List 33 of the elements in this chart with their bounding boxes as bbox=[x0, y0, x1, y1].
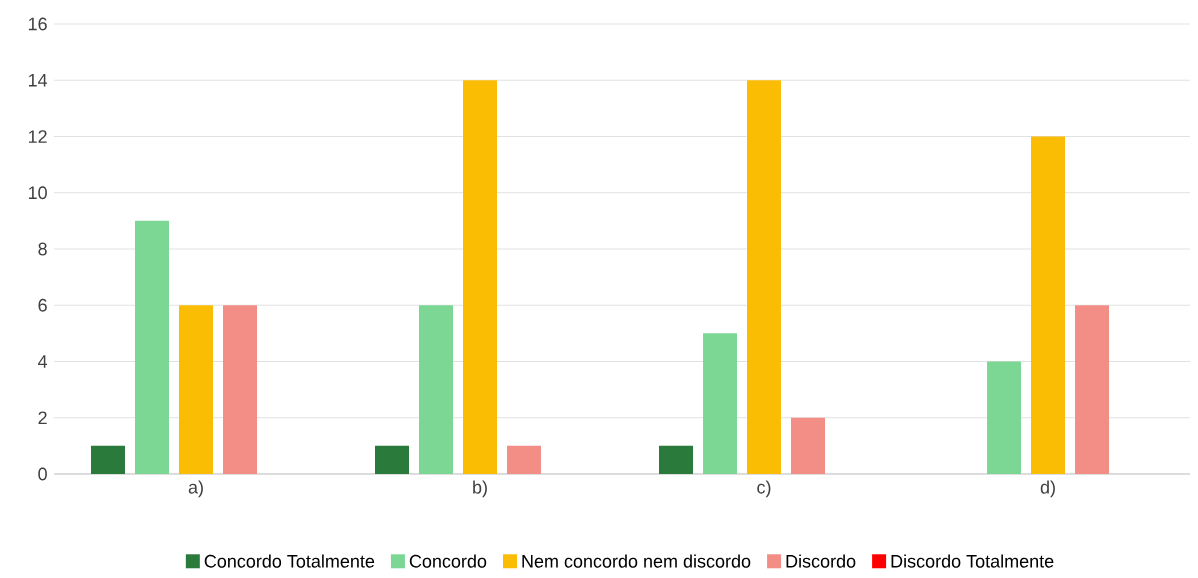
bar bbox=[659, 445, 694, 474]
legend-label: Concordo Totalmente bbox=[204, 554, 375, 568]
x-tick-label: a) bbox=[188, 480, 203, 498]
bar bbox=[419, 305, 454, 474]
legend-label: Nem concordo nem discordo bbox=[522, 554, 751, 568]
bar bbox=[987, 361, 1022, 474]
bar bbox=[135, 220, 170, 474]
x-tick-label: d) bbox=[1040, 480, 1055, 498]
y-tick-label: 0 bbox=[38, 467, 47, 481]
bar bbox=[791, 417, 826, 474]
bar bbox=[179, 305, 214, 474]
bar bbox=[703, 333, 738, 474]
y-tick-label: 12 bbox=[28, 130, 47, 143]
bar bbox=[223, 305, 258, 474]
bar bbox=[747, 80, 782, 474]
bar bbox=[463, 80, 498, 474]
y-tick-label: 2 bbox=[38, 411, 47, 424]
legend-label: Discordo Totalmente bbox=[891, 554, 1054, 568]
bar bbox=[91, 445, 126, 474]
y-tick-label: 14 bbox=[28, 73, 48, 87]
bar bbox=[1031, 136, 1066, 474]
legend-label: Discordo bbox=[786, 554, 856, 568]
bar bbox=[1075, 305, 1110, 474]
y-tick-label: 8 bbox=[38, 242, 47, 256]
y-tick-label: 10 bbox=[28, 186, 47, 200]
bar bbox=[375, 445, 410, 474]
bar bbox=[507, 445, 542, 474]
x-tick-label: b) bbox=[473, 480, 487, 498]
y-tick-label: 6 bbox=[38, 298, 47, 312]
y-tick-label: 4 bbox=[38, 355, 48, 368]
legend-label: Concordo bbox=[409, 554, 487, 568]
y-tick-label: 16 bbox=[28, 17, 47, 31]
x-tick-label: c) bbox=[757, 480, 771, 498]
